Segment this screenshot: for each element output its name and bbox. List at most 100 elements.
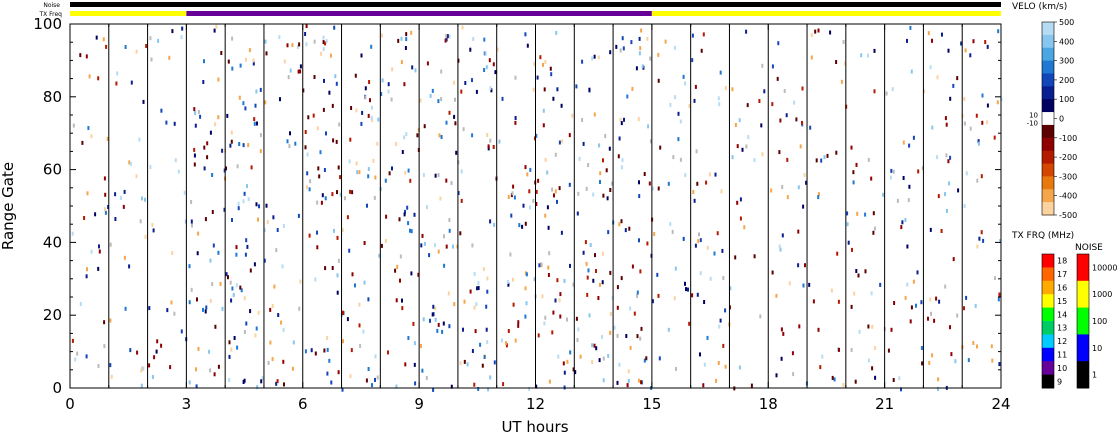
velocity-tick-label: 200 — [1059, 76, 1074, 85]
data-cell — [969, 126, 972, 131]
txfreq-color-step — [1042, 267, 1054, 282]
data-cell — [250, 165, 253, 170]
data-cell — [123, 189, 126, 194]
data-cell — [252, 61, 255, 66]
data-cell — [715, 378, 718, 383]
data-cell — [243, 330, 246, 334]
data-cell — [901, 220, 904, 225]
data-cell — [157, 38, 160, 43]
data-cell — [248, 48, 251, 53]
data-cell — [144, 234, 147, 239]
data-cell — [407, 221, 410, 226]
data-cell — [194, 111, 197, 115]
data-cell — [745, 29, 748, 34]
data-cell — [403, 82, 406, 87]
data-cell — [698, 232, 700, 237]
data-cell — [551, 330, 554, 335]
data-cell — [208, 349, 211, 354]
data-cell — [239, 63, 242, 68]
txfreq-segment-1 — [186, 11, 652, 16]
data-cell — [436, 328, 439, 333]
data-cell — [688, 321, 691, 326]
data-cell — [473, 272, 476, 277]
x-tick-label: 21 — [875, 395, 894, 413]
data-cell — [434, 173, 437, 178]
data-cell — [265, 203, 268, 208]
data-cell — [964, 48, 967, 53]
data-cell — [997, 297, 1000, 302]
data-cell — [532, 87, 535, 92]
data-cell — [587, 268, 590, 273]
data-cell — [846, 211, 849, 216]
data-cell — [646, 36, 649, 41]
data-cell — [651, 186, 654, 191]
data-cell — [358, 302, 361, 307]
data-cell — [485, 65, 488, 70]
data-cell — [510, 213, 513, 218]
data-cell — [835, 150, 838, 155]
data-cell — [88, 74, 91, 79]
data-cell — [116, 71, 119, 76]
velocity-legend-title: VELO (km/s) — [1012, 2, 1067, 12]
data-cell — [916, 270, 919, 275]
data-cell — [575, 316, 578, 321]
data-cell — [338, 122, 341, 127]
data-cell — [587, 163, 590, 167]
data-cell — [249, 309, 252, 314]
data-cell — [780, 356, 783, 361]
data-cell — [718, 102, 721, 107]
data-cell — [450, 384, 453, 389]
data-cell — [802, 204, 805, 209]
data-cell — [459, 361, 462, 366]
data-cell — [492, 62, 495, 67]
data-cell — [559, 314, 562, 319]
data-cell — [255, 202, 258, 207]
data-cell — [156, 339, 159, 344]
data-cell — [316, 126, 319, 131]
data-cell — [675, 367, 677, 371]
data-cell — [336, 190, 338, 195]
data-cell — [653, 232, 656, 236]
data-cell — [180, 35, 183, 40]
data-cell — [398, 217, 401, 222]
data-cell — [211, 210, 214, 214]
data-cell — [376, 141, 379, 146]
data-cell — [487, 387, 490, 392]
data-cell — [900, 387, 902, 392]
data-cell — [322, 35, 325, 40]
txfreq-tick-label: 11 — [1057, 351, 1067, 360]
data-cell — [697, 239, 700, 244]
data-cell — [498, 139, 501, 144]
data-cell — [777, 41, 780, 46]
data-cell — [551, 187, 554, 192]
data-cell — [202, 307, 204, 312]
data-cell — [196, 297, 198, 302]
data-cell — [229, 280, 232, 285]
data-cell — [599, 171, 602, 176]
data-cell — [917, 169, 920, 174]
velocity-color-step — [1042, 99, 1054, 113]
data-cell — [910, 69, 913, 74]
data-cell — [909, 25, 912, 30]
noise-color-step — [1077, 334, 1089, 362]
noise-colorbar-frame — [1076, 253, 1090, 389]
data-cell — [462, 127, 465, 132]
data-cell — [272, 215, 275, 220]
data-cell — [236, 345, 239, 350]
data-cell — [556, 199, 558, 204]
data-cell — [544, 157, 547, 162]
data-cell — [483, 355, 486, 359]
velocity-color-step — [1042, 60, 1054, 74]
data-cell — [679, 157, 682, 162]
data-cell — [656, 272, 659, 277]
data-cell — [514, 116, 517, 120]
data-cell — [135, 174, 138, 179]
data-cell — [921, 361, 924, 366]
data-cell — [477, 387, 480, 391]
txfreq-color-step — [1042, 254, 1054, 268]
data-cell — [677, 111, 680, 116]
data-cell — [805, 180, 807, 185]
data-cell — [239, 285, 242, 290]
data-cell — [429, 318, 431, 323]
data-cell — [560, 230, 563, 235]
